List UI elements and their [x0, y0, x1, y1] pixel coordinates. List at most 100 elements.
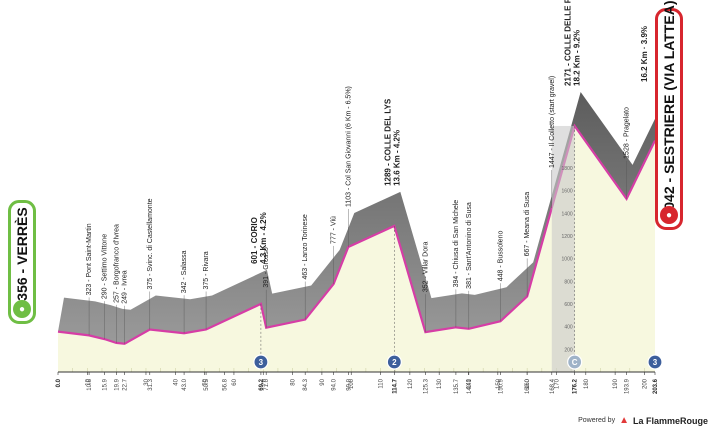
km-label: 160	[525, 378, 531, 389]
waypoint-label: 777 - Viù	[331, 216, 338, 244]
climb-category-label: 2	[392, 358, 397, 367]
km-label: 176.2	[573, 378, 579, 394]
km-label: 30	[144, 378, 150, 385]
km-label: 203.6	[653, 378, 659, 394]
waypoint-label: 352 - Villar Dora	[422, 242, 429, 293]
km-label: 22.7	[123, 378, 129, 390]
km-label: 50.5	[204, 378, 210, 390]
altitude-tick: 800	[564, 279, 573, 285]
climb-detail: 4.3 Km - 4.2%	[259, 212, 268, 264]
gravel-section	[551, 125, 575, 372]
climb-markers: 3 2 C 3	[253, 354, 663, 370]
km-label: 150.9	[498, 378, 504, 394]
waypoint-label: 391 - Grosso	[263, 247, 270, 288]
waypoint-label: 323 - Pont Saint-Martin	[86, 223, 93, 295]
waypoint-label: 1447 - Il Colletto (start gravel)	[549, 76, 556, 168]
waypoint-label: 1528 - Pragelato	[624, 107, 631, 159]
km-label: 0.0	[56, 378, 62, 387]
waypoint-label: 448 - Bussoleno	[497, 231, 504, 282]
climb-category-icon	[386, 354, 402, 370]
altitude-tick: 1400	[562, 211, 573, 217]
waypoint-label: 1103 - Col San Giovanni (6 Km - 6.5%)	[345, 86, 352, 207]
finish-climb-detail: 16.2 Km · 3.9%	[640, 26, 649, 82]
start-badge: 356 - VERRÈS ●	[8, 200, 36, 324]
km-label: 140.1	[467, 378, 473, 394]
km-label: 90	[320, 378, 326, 385]
finish-label: 2042 - SESTRIERE (VIA LATTEA)	[661, 0, 677, 218]
waypoint-label: 249 - Ivrea	[122, 270, 129, 304]
km-label: 71.0	[264, 378, 270, 390]
waypoint-label: 394 - Chiusa di San Michele	[453, 200, 460, 288]
km-label: 110	[379, 378, 385, 388]
climb-category-label: 3	[259, 358, 264, 367]
altitude-tick: 1200	[562, 234, 573, 240]
km-label: 100	[349, 378, 355, 389]
km-label: 31.3	[148, 378, 154, 390]
km-label: 168.4	[550, 378, 556, 394]
km-label: 60	[232, 378, 238, 385]
footer-credit: Powered by ▲ La FlammeRouge	[578, 415, 708, 426]
km-label: 120	[408, 378, 414, 389]
km-label: 10	[85, 378, 91, 385]
climb-name: 601 - CORIO	[250, 217, 259, 264]
km-label: 193.9	[625, 378, 631, 394]
km-label: 200	[642, 378, 648, 389]
altitude-tick: 600	[564, 302, 573, 308]
brand-name: La FlammeRouge	[632, 415, 708, 426]
km-label: 94.0	[332, 378, 338, 390]
climb-category-label: C	[572, 358, 578, 367]
km-label: 69.2	[259, 378, 265, 390]
km-label: 130	[437, 378, 443, 389]
altitude-tick: 400	[564, 325, 573, 331]
climb-name: 1289 - COLLE DEL LYS	[383, 98, 392, 186]
km-label: 125.3	[423, 378, 429, 394]
km-label: 140	[467, 378, 473, 389]
climb-category-label: 3	[653, 358, 658, 367]
bicycle-icon: ●	[13, 300, 31, 318]
km-label: 180	[584, 378, 590, 389]
km-label: 99.0	[346, 378, 352, 390]
powered-by-text: Powered by	[578, 417, 616, 424]
bicycle-icon: ●	[660, 206, 678, 224]
profile-slope-face	[58, 91, 661, 344]
altitude-tick: 200	[564, 347, 573, 353]
waypoint-label: 667 - Meana di Susa	[524, 192, 531, 257]
finish-badge: 2042 - SESTRIERE (VIA LATTEA) ●	[655, 0, 683, 230]
km-label: 40	[173, 378, 179, 385]
waypoint-label: 342 - Salassa	[181, 250, 188, 293]
climb-category-icon	[647, 354, 663, 370]
km-label: 15.9	[103, 378, 109, 390]
km-label: 10.6	[87, 378, 93, 390]
km-label: 56.8	[223, 378, 229, 390]
km-label: 70	[261, 378, 267, 385]
altitude-tick: 1800	[562, 166, 573, 172]
km-label: 50	[203, 378, 209, 385]
waypoint-label: 290 - Settimo Vittone	[102, 234, 109, 299]
km-label: 84.3	[303, 378, 309, 390]
km-label: 160.0	[525, 378, 531, 394]
km-label: 19.9	[114, 378, 120, 390]
km-label: 170	[554, 378, 560, 389]
altitude-tick: 1600	[562, 189, 573, 195]
climb-name: 2171 - COLLE DELLE FINESTRE	[564, 0, 573, 86]
km-label: 114.7	[392, 378, 398, 393]
km-label: 150	[496, 378, 502, 389]
km-label: 135.7	[454, 378, 460, 394]
waypoint-label: 257 - Borgofranco d'Ivrea	[113, 224, 120, 303]
altitude-tick: 1000	[562, 257, 573, 263]
climb-detail: 13.6 Km - 4.2%	[392, 130, 401, 186]
km-label: 80	[291, 378, 297, 385]
flame-logo-icon: ▲	[619, 415, 629, 426]
km-label: 190	[613, 378, 619, 389]
climb-detail: 18.2 Km - 9.2%	[573, 30, 582, 86]
km-label: 43.0	[182, 378, 188, 390]
profile-area	[58, 125, 655, 372]
start-label: 356 - VERRÈS	[14, 207, 30, 301]
waypoint-label: 375 - Svinc. di Castellamonte	[147, 198, 154, 289]
waypoint-label: 381 - Sant'Antonino di Susa	[466, 202, 473, 289]
climb-category-icon	[253, 354, 269, 370]
waypoint-label: 463 - Lanzo Torinese	[302, 214, 309, 279]
waypoint-label: 375 - Rivara	[203, 251, 210, 289]
